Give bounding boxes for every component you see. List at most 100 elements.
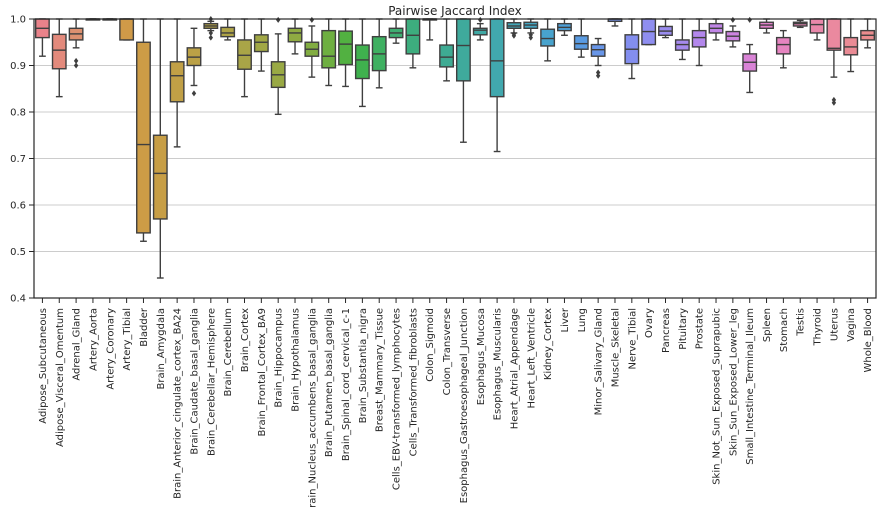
flier-point — [511, 30, 517, 37]
x-tick-label: Skin_Sun_Exposed_Lower_leg — [728, 308, 739, 456]
box-Lung — [573, 18, 589, 58]
x-tick-label: Adipose_Subcutaneous — [38, 308, 49, 424]
x-tick-label: Artery_Tibial — [122, 308, 133, 371]
box-Brain_Cerebellum — [220, 18, 236, 41]
y-tick-label: 0.5 — [10, 247, 26, 258]
box-Nerve_Tibial — [624, 18, 640, 80]
box-body — [287, 27, 303, 43]
chart-title: Pairwise Jaccard Index — [388, 4, 522, 18]
box-Brain_Hippocampus — [270, 16, 286, 116]
x-tick-label: Colon_Transverse — [442, 308, 453, 395]
y-tick-label: 0.7 — [10, 154, 26, 165]
x-tick-label: Kidney_Cortex — [543, 308, 554, 380]
x-tick-label: Esophagus_Muscularis — [493, 308, 504, 420]
y-tick-label: 0.8 — [10, 108, 26, 119]
flier-point — [528, 31, 533, 38]
box-body — [775, 36, 791, 55]
box-Vagina — [843, 18, 859, 73]
box-body — [826, 18, 842, 51]
y-tick-label: 0.9 — [10, 61, 26, 72]
box-body — [136, 41, 151, 234]
flier-point — [595, 69, 601, 76]
x-tick-label: Cells_EBV-transformed_lymphocytes — [392, 308, 403, 490]
x-tick-label: Minor_Salivary_Gland — [594, 308, 605, 415]
x-tick-label: Adrenal_Gland — [72, 308, 83, 381]
x-tick-label: Brain_Caudate_basal_ganglia — [189, 308, 200, 455]
box-Artery_Tibial — [119, 18, 135, 41]
flier-point — [309, 16, 315, 23]
box-Ovary — [641, 18, 657, 46]
flier-point — [191, 90, 197, 97]
flier-point — [747, 16, 752, 23]
box-Testis — [792, 19, 808, 29]
x-tick-label: Pancreas — [661, 308, 672, 353]
x-tick-label: Nerve_Tibial — [627, 308, 638, 369]
x-tick-label: Colon_Sigmoid — [425, 308, 436, 382]
x-tick-label: Brain_Hippocampus — [274, 308, 285, 408]
x-tick-label: Brain_Spinal_cord_cervical_c-1 — [341, 308, 352, 461]
box-Esophagus_Mucosa — [472, 16, 488, 41]
x-tick-label: Thyroid — [813, 308, 824, 347]
box-body — [573, 35, 589, 50]
flier-point — [73, 62, 79, 69]
box-Brain_Putamen_basal_ganglia — [321, 18, 337, 87]
box-Kidney_Cortex — [540, 18, 556, 62]
box-Heart_Left_Ventricle — [523, 18, 539, 41]
box-Brain_Frontal_Cortex_BA9 — [253, 18, 269, 72]
x-tick-label: Small_Intestine_Terminal_Ileum — [745, 308, 756, 465]
box-Brain_Caudate_basal_ganglia — [186, 27, 202, 97]
box-Bladder — [136, 18, 151, 242]
x-tick-label: Adipose_Visceral_Omentum — [55, 308, 66, 447]
box-Pancreas — [658, 18, 673, 39]
x-tick-label: Heart_Atrial_Appendage — [509, 308, 520, 429]
box-body — [472, 27, 488, 36]
flier-point — [595, 72, 601, 79]
box-Skin_Not_Sun_Exposed_Suprapubic — [708, 18, 724, 41]
box-body — [169, 61, 185, 103]
box-body — [405, 18, 421, 55]
x-tick-label: Brain_Hypothalamus — [291, 308, 302, 412]
box-Esophagus_Gastroesophageal_Junction — [455, 18, 471, 143]
flier-point — [831, 96, 837, 103]
box-Brain_Nucleus_accumbens_basal_ganglia — [304, 16, 320, 78]
x-tick-label: Pituitary — [678, 308, 689, 350]
box-body — [439, 44, 455, 68]
x-tick-label: Bladder — [139, 307, 150, 347]
box-body — [691, 29, 707, 48]
x-tick-label: Heart_Left_Ventricle — [526, 308, 537, 408]
box-Brain_Cerebellar_Hemisphere — [203, 16, 219, 41]
box-body — [321, 29, 337, 69]
y-tick-label: 0.4 — [10, 294, 26, 305]
x-tick-label: Esophagus_Gastroesophageal_Junction — [459, 308, 470, 503]
x-tick-label: Breast_Mammary_Tissue — [375, 308, 386, 432]
box-Uterus — [826, 18, 842, 106]
flier-point — [208, 34, 214, 41]
box-body — [253, 34, 269, 53]
box-Small_Intestine_Terminal_Ileum — [742, 16, 758, 94]
x-tick-label: Whole_Blood — [863, 308, 874, 373]
x-tick-label: Liver — [560, 307, 571, 332]
x-tick-label: Brain_Anterior_cingulate_cortex_BA24 — [173, 308, 184, 499]
box-body — [51, 33, 67, 70]
box-Colon_Transverse — [439, 18, 455, 82]
box-Brain_Amygdala — [152, 18, 168, 279]
box-body — [489, 18, 505, 98]
x-axis-ticks: Adipose_Subcutaneous Adipose_Visceral_Ome… — [38, 298, 874, 508]
x-tick-label: Ovary — [644, 308, 655, 338]
box-Brain_Substantia_nigra — [354, 18, 370, 108]
box-Cells_Transformed_fibroblasts — [405, 18, 421, 69]
flier-point — [730, 16, 736, 23]
x-tick-label: Skin_Not_Sun_Exposed_Suprapubic — [712, 308, 723, 485]
box-Whole_Blood — [860, 18, 876, 49]
x-tick-label: Vagina — [846, 308, 857, 342]
y-axis-ticks: 0.4 0.5 0.6 0.7 0.8 0.9 1.0 — [10, 15, 34, 305]
box-body — [455, 18, 471, 82]
box-body — [338, 30, 353, 66]
box-body — [540, 28, 556, 47]
x-tick-label: Brain_Substantia_nigra — [358, 308, 369, 423]
box-Spleen — [759, 18, 774, 34]
x-tick-label: Uterus — [829, 308, 840, 341]
x-tick-label: Brain_Putamen_basal_ganglia — [324, 308, 335, 457]
flier-point — [208, 29, 214, 36]
